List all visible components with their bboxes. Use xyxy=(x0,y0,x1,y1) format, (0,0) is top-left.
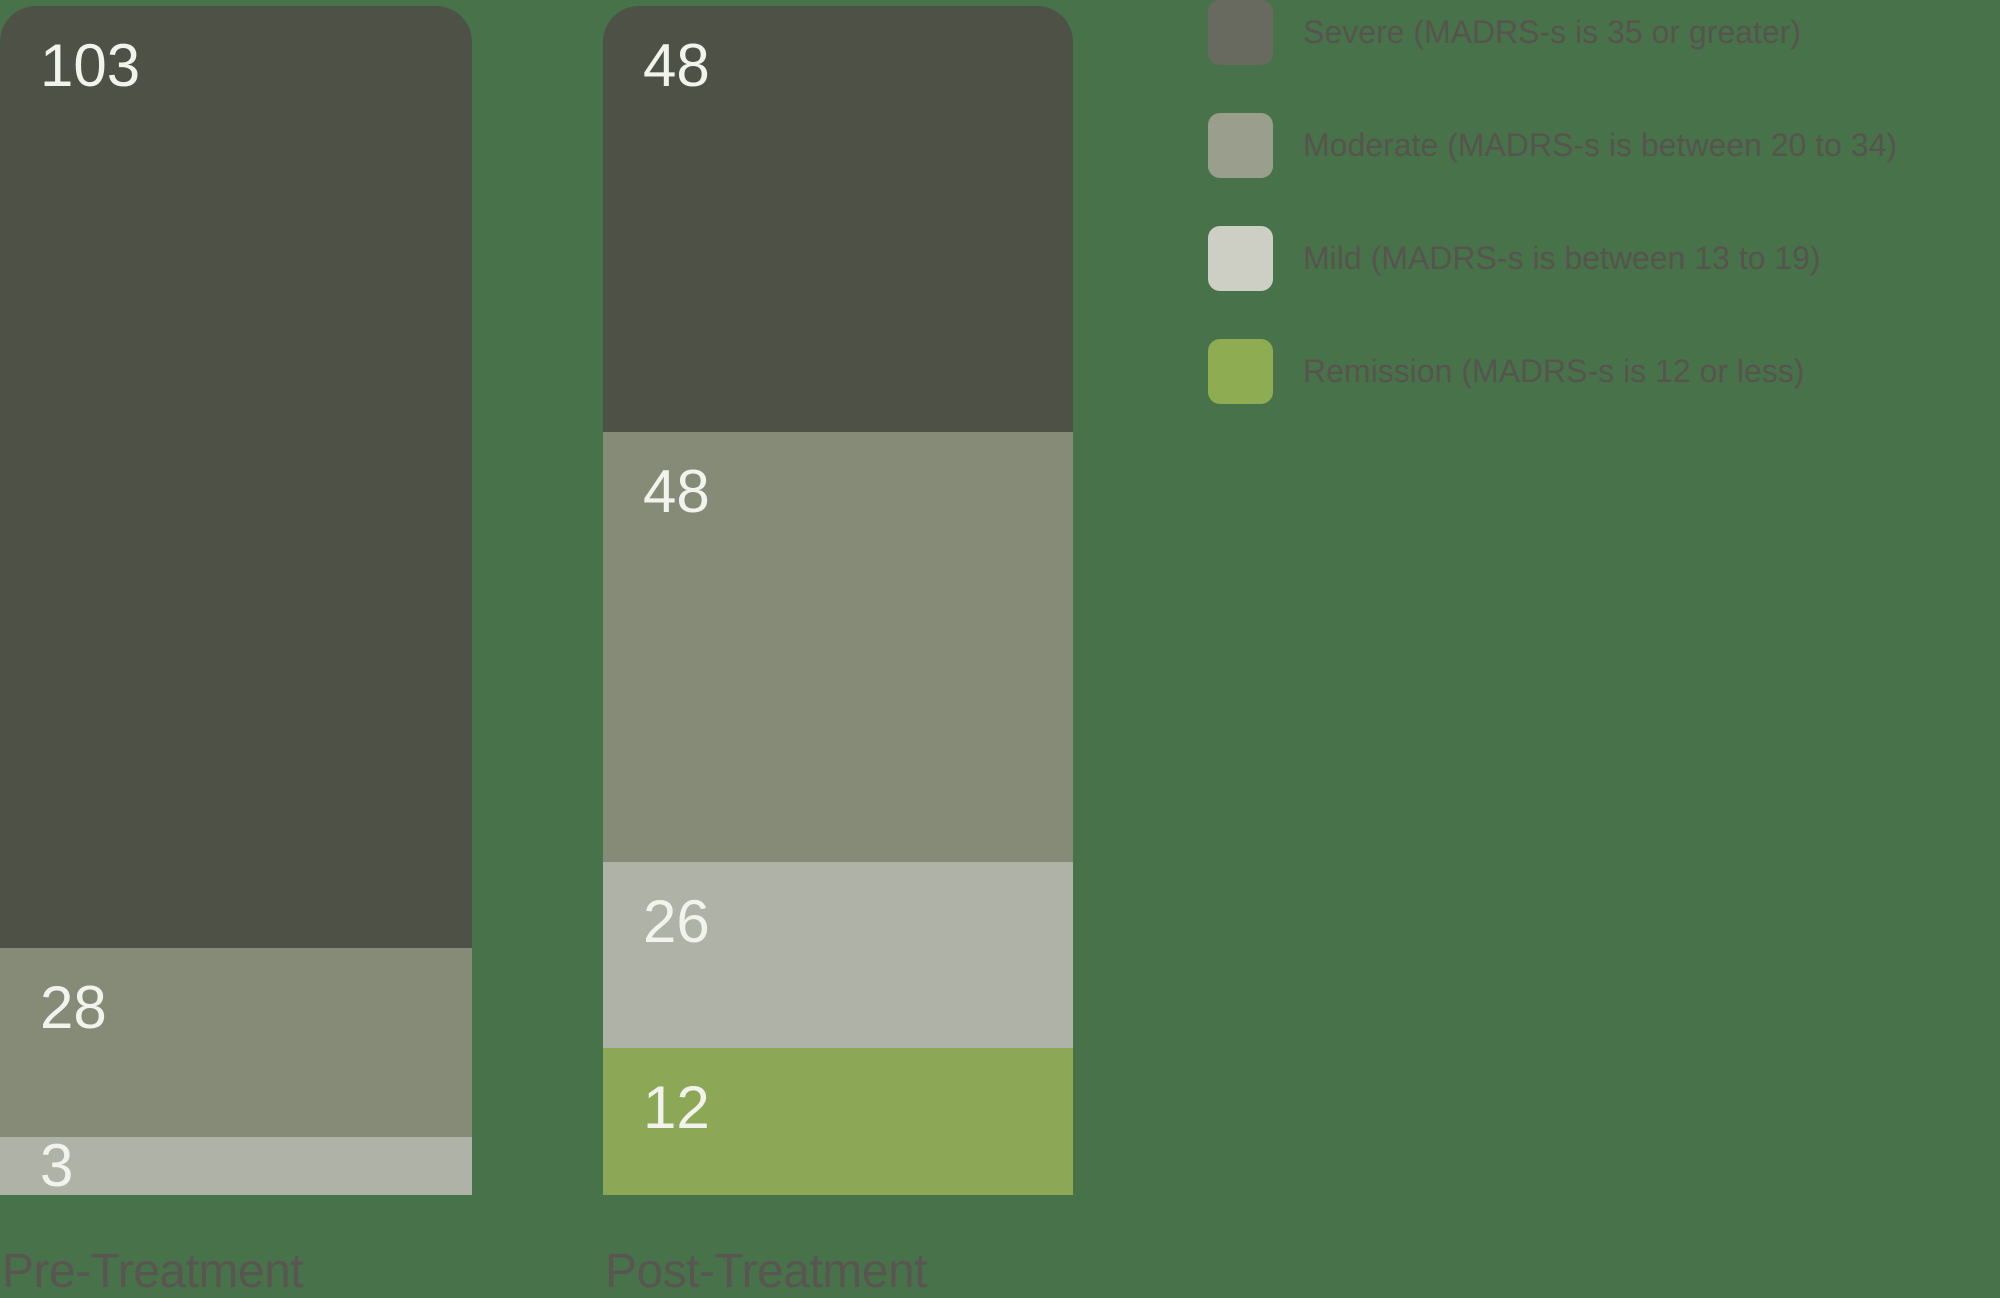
segment-value-label: 28 xyxy=(40,974,107,1041)
legend-item-mild: Mild (MADRS-s is between 13 to 19) xyxy=(1208,226,1897,291)
x-axis-label-pre-treatment: Pre-Treatment xyxy=(2,1245,304,1298)
legend-swatch-severe xyxy=(1208,0,1273,65)
legend-item-moderate: Moderate (MADRS-s is between 20 to 34) xyxy=(1208,113,1897,178)
bar-post-treatment: 48 48 26 12 xyxy=(603,6,1073,1195)
bar-segment-mild: 26 xyxy=(603,862,1073,1048)
segment-value-label: 26 xyxy=(643,888,710,955)
segment-value-label: 48 xyxy=(643,458,710,525)
legend-item-severe: Severe (MADRS-s is 35 or greater) xyxy=(1208,0,1897,65)
bar-pre-treatment: 103 28 3 xyxy=(0,6,472,1195)
bar-segment-severe: 48 xyxy=(603,6,1073,432)
x-axis-label-post-treatment: Post-Treatment xyxy=(605,1245,928,1298)
segment-value-label: 3 xyxy=(40,1132,74,1196)
legend-label-remission: Remission (MADRS-s is 12 or less) xyxy=(1303,352,1805,389)
legend-label-mild: Mild (MADRS-s is between 13 to 19) xyxy=(1303,239,1821,276)
legend-swatch-mild xyxy=(1208,226,1273,291)
bar-segment-remission: 12 xyxy=(603,1048,1073,1195)
segment-value-label: 103 xyxy=(40,32,141,99)
bar-segment-severe: 103 xyxy=(0,6,472,948)
legend-swatch-moderate xyxy=(1208,113,1273,178)
legend-label-moderate: Moderate (MADRS-s is between 20 to 34) xyxy=(1303,126,1898,163)
legend: Severe (MADRS-s is 35 or greater) Modera… xyxy=(1208,0,1897,404)
segment-value-label: 12 xyxy=(643,1074,710,1141)
bar-segment-moderate: 28 xyxy=(0,948,472,1137)
bar-segment-moderate: 48 xyxy=(603,432,1073,862)
bar-segment-mild: 3 xyxy=(0,1132,472,1196)
legend-label-severe: Severe (MADRS-s is 35 or greater) xyxy=(1303,13,1801,50)
legend-item-remission: Remission (MADRS-s is 12 or less) xyxy=(1208,339,1897,404)
segment-value-label: 48 xyxy=(643,32,710,99)
legend-swatch-remission xyxy=(1208,339,1273,404)
